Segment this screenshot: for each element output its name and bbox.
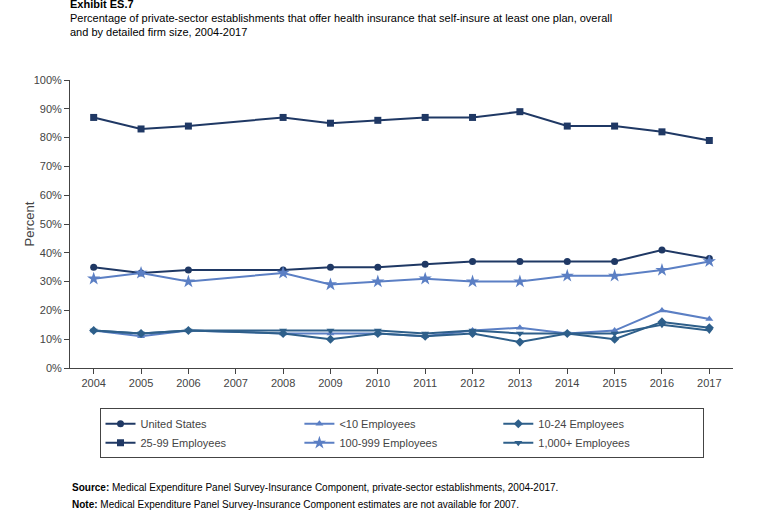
svg-text:100-999 Employees: 100-999 Employees	[339, 437, 437, 449]
svg-text:100%: 100%	[34, 74, 62, 86]
svg-text:80%: 80%	[40, 131, 62, 143]
svg-text:Percent: Percent	[22, 201, 37, 246]
svg-text:2015: 2015	[602, 377, 626, 389]
svg-text:Note: Medical Expenditure Pane: Note: Medical Expenditure Panel Survey-I…	[72, 499, 519, 510]
svg-text:25-99 Employees: 25-99 Employees	[141, 437, 227, 449]
svg-text:<10 Employees: <10 Employees	[339, 418, 416, 430]
svg-text:40%: 40%	[40, 247, 62, 259]
svg-text:20%: 20%	[40, 304, 62, 316]
svg-text:10%: 10%	[40, 333, 62, 345]
svg-text:2008: 2008	[271, 377, 295, 389]
svg-text:2006: 2006	[176, 377, 200, 389]
svg-text:2010: 2010	[366, 377, 390, 389]
svg-text:10-24 Employees: 10-24 Employees	[538, 418, 624, 430]
svg-text:0%: 0%	[46, 362, 62, 374]
svg-text:2005: 2005	[129, 377, 153, 389]
svg-text:50%: 50%	[40, 218, 62, 230]
svg-text:2017: 2017	[697, 377, 721, 389]
svg-text:2013: 2013	[508, 377, 532, 389]
svg-text:United States: United States	[141, 418, 208, 430]
svg-text:2004: 2004	[81, 377, 105, 389]
svg-text:1,000+ Employees: 1,000+ Employees	[538, 437, 630, 449]
svg-text:2009: 2009	[318, 377, 342, 389]
svg-text:2016: 2016	[650, 377, 674, 389]
svg-text:2012: 2012	[460, 377, 484, 389]
svg-text:60%: 60%	[40, 189, 62, 201]
svg-text:Source: Medical Expenditure Pa: Source: Medical Expenditure Panel Survey…	[72, 482, 558, 493]
svg-text:2014: 2014	[555, 377, 579, 389]
svg-text:30%: 30%	[40, 275, 62, 287]
svg-text:2007: 2007	[224, 377, 248, 389]
svg-text:70%: 70%	[40, 160, 62, 172]
svg-text:Exhibit ES.7Percentage of priv: Exhibit ES.7Percentage of private-sector…	[70, 0, 612, 38]
svg-text:2011: 2011	[413, 377, 437, 389]
svg-text:90%: 90%	[40, 103, 62, 115]
